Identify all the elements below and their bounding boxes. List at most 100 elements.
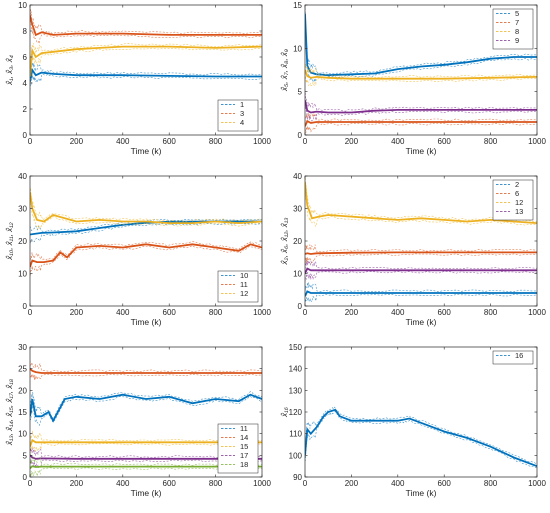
x-tick-label: 0 — [28, 479, 33, 488]
x-tick-label: 600 — [438, 479, 452, 488]
series-16-line — [305, 408, 537, 468]
y-tick-label: 100 — [289, 451, 303, 460]
x-tick-label: 400 — [391, 479, 405, 488]
series-11-upper-bound — [30, 391, 262, 420]
legend-label-2: 2 — [515, 180, 519, 189]
series-12-lower-bound — [305, 190, 537, 227]
legend-label-5: 5 — [515, 9, 519, 18]
x-axis-label: Time (k) — [131, 317, 162, 327]
y-tick-label: 30 — [18, 343, 27, 352]
x-tick-label: 1000 — [253, 479, 271, 488]
legend-label-18: 18 — [240, 460, 248, 469]
y-tick-label: 15 — [293, 1, 302, 10]
series-12-line — [30, 192, 262, 225]
legend-box — [492, 179, 534, 221]
series-11-lower-bound — [30, 395, 262, 426]
chart-panel-2: 0 200 400 600 800 1000 0 5 10 15 Time (k) x̂₅, x̂₇,… — [280, 1, 546, 156]
series-10-lower-bound — [30, 222, 262, 244]
legend-label-6: 6 — [515, 189, 519, 198]
y-tick-label: 20 — [18, 386, 27, 395]
y-tick-label: 8 — [23, 27, 28, 36]
legend-box — [217, 423, 259, 474]
x-tick-label: 0 — [303, 308, 308, 317]
x-tick-label: 400 — [116, 308, 130, 317]
series-13-upper-bound — [305, 260, 537, 270]
y-axis-label: x̂₁₀, x̂₁₁, x̂₁₂ — [5, 222, 14, 260]
x-axis-label: Time (k) — [131, 146, 162, 156]
series-2-upper-bound — [305, 281, 537, 293]
legend-label-14: 14 — [240, 433, 248, 442]
series-10-line — [30, 220, 262, 236]
x-tick-label: 0 — [28, 137, 33, 146]
legend-label-8: 8 — [515, 27, 519, 36]
y-tick-label: 10 — [18, 430, 27, 439]
legend-label-1: 1 — [240, 100, 244, 109]
x-tick-label: 800 — [484, 479, 498, 488]
y-axis-label: x̂₁, x̂₃, x̂₄ — [5, 55, 14, 86]
y-tick-label: 120 — [289, 408, 303, 417]
x-axis-label: Time (k) — [406, 488, 437, 498]
series-13-line — [305, 267, 537, 274]
series-13-lower-bound — [305, 271, 537, 282]
series-3-lower-bound — [30, 20, 262, 44]
legend-box — [217, 270, 259, 303]
axes-frame — [29, 4, 263, 136]
series-4-upper-bound — [30, 43, 262, 71]
series-12-upper-bound — [30, 187, 262, 223]
chart-panel-1: 0 200 400 600 800 1000 0 2 4 6 8 10 Time (k) x̂₁, x̂₃… — [5, 1, 271, 156]
series-2-line — [305, 290, 537, 297]
legend-label-11: 11 — [240, 424, 248, 433]
y-tick-label: 0 — [23, 131, 28, 140]
y-tick-label: 25 — [18, 365, 27, 374]
x-tick-label: 200 — [345, 137, 359, 146]
legend-box — [217, 99, 259, 132]
series-6-line — [305, 251, 537, 255]
series-12-lower-bound — [30, 200, 262, 231]
legend-box — [492, 350, 534, 365]
series-12-line — [305, 182, 537, 224]
series-7-lower-bound — [305, 122, 537, 135]
y-tick-label: 40 — [293, 172, 302, 181]
y-tick-label: 15 — [18, 408, 27, 417]
series-1-lower-bound — [30, 74, 262, 90]
y-tick-label: 6 — [23, 53, 28, 62]
x-tick-label: 600 — [163, 308, 177, 317]
series-6-upper-bound — [305, 243, 537, 253]
y-tick-label: 10 — [293, 270, 302, 279]
legend-label-7: 7 — [515, 18, 519, 27]
series-14-upper-bound — [30, 360, 262, 373]
x-axis-label: Time (k) — [406, 146, 437, 156]
series-15-lower-bound — [30, 443, 262, 456]
x-tick-label: 200 — [70, 479, 84, 488]
y-tick-label: 10 — [18, 270, 27, 279]
x-tick-label: 400 — [391, 308, 405, 317]
x-tick-label: 0 — [303, 479, 308, 488]
x-tick-label: 1000 — [528, 137, 546, 146]
series-9-lower-bound — [305, 107, 537, 122]
legend-label-4: 4 — [240, 118, 244, 127]
x-tick-label: 200 — [70, 308, 84, 317]
x-tick-label: 1000 — [528, 308, 546, 317]
series-10-upper-bound — [30, 218, 262, 232]
y-tick-label: 20 — [293, 237, 302, 246]
x-tick-label: 400 — [116, 137, 130, 146]
series-8-upper-bound — [305, 63, 537, 78]
legend-label-17: 17 — [240, 451, 248, 460]
y-tick-label: 20 — [18, 237, 27, 246]
legend-label-15: 15 — [240, 442, 248, 451]
series-3-upper-bound — [30, 8, 262, 35]
y-tick-label: 2 — [23, 105, 28, 114]
y-axis-label: x̂₁₃, x̂₁₄, x̂₁₅, x̂₁₇, x̂₁₈ — [5, 378, 14, 446]
series-16-upper-bound — [305, 406, 537, 465]
series-6-lower-bound — [305, 253, 537, 264]
series-15-upper-bound — [30, 430, 262, 444]
y-tick-label: 140 — [289, 365, 303, 374]
series-11-line — [30, 393, 262, 423]
y-tick-label: 4 — [23, 79, 28, 88]
series-11-upper-bound — [30, 241, 262, 264]
x-tick-label: 1000 — [253, 308, 271, 317]
y-tick-label: 130 — [289, 386, 303, 395]
